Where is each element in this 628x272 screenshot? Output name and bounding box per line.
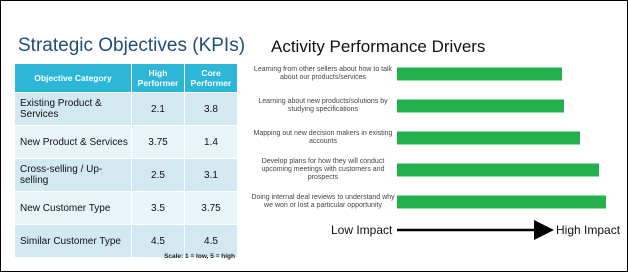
bar xyxy=(397,67,562,81)
table-cell: 3.1 xyxy=(184,158,238,192)
table-cell: 3.75 xyxy=(184,191,238,225)
table-cell: 2.1 xyxy=(131,92,185,126)
bar xyxy=(397,163,600,177)
header-cell: Core Performer xyxy=(184,63,238,93)
table-cell: New Customer Type xyxy=(14,191,132,225)
bar xyxy=(397,195,606,209)
header-row: Objective Category High Performer Core Per… xyxy=(14,63,238,93)
category-label: Doing internal deal reviews to understan… xyxy=(251,193,395,209)
axis-label-low: Low Impact xyxy=(331,223,393,237)
chart-title: Activity Performance Drivers xyxy=(271,37,486,56)
table-cell: New Product & Services xyxy=(14,125,132,159)
bar xyxy=(397,131,580,145)
table-cell: Cross-selling / Up-selling xyxy=(14,158,132,192)
kpi-table: Objective Category High Performer Core Per… xyxy=(14,63,238,258)
scale-note: Scale: 1 = low, 5 = high xyxy=(164,253,235,260)
table-cell: Existing Product & Services xyxy=(14,92,132,126)
table-cell: 3.5 xyxy=(131,191,185,225)
category-label: Learning from other sellers about how to… xyxy=(253,65,393,81)
category-label: Learning about new products/solutions by… xyxy=(258,97,388,113)
table-cell: Similar Customer Type xyxy=(14,224,132,258)
category-label: Mapping out new decision makers in exist… xyxy=(253,129,393,145)
bar xyxy=(397,99,565,113)
category-label: Develop plans for how they will conduct … xyxy=(261,157,385,182)
header-cell: High Performer xyxy=(131,63,185,93)
table-row: Similar Customer Type 4.5 4.5 xyxy=(14,224,238,258)
axis-label-high: High Impact xyxy=(556,223,621,237)
table-title: Strategic Objectives (KPIs) xyxy=(18,35,246,56)
table-cell: 1.4 xyxy=(184,125,238,159)
table-row: Existing Product & Services 2.1 3.8 xyxy=(14,92,238,126)
table-row: New Customer Type 3.5 3.75 xyxy=(14,191,238,225)
table-cell: 4.5 xyxy=(184,224,238,258)
